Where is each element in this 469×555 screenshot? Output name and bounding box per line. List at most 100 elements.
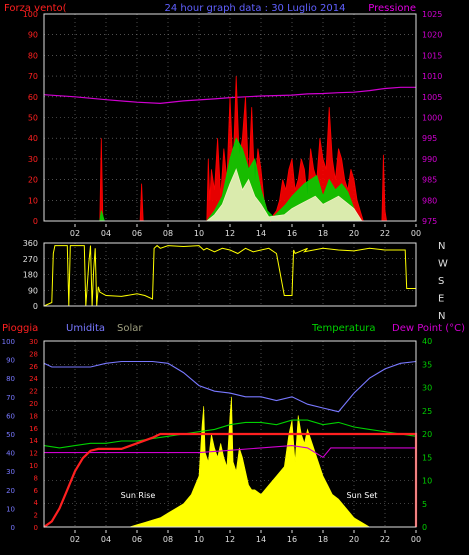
humidity-tick-label: 10	[29, 462, 38, 470]
pressure-tick-label: 1025	[422, 10, 442, 19]
wind-tick-label: 30	[28, 155, 38, 164]
x-tick-label: 04	[101, 229, 111, 238]
humidity-tick-label: 4	[34, 499, 39, 507]
rain-humidity-panel: Pioggia Umidita Solar Temperatura Dew Po…	[2, 323, 465, 544]
rain-tick-label: 40	[6, 450, 15, 458]
compass-label: E	[438, 294, 444, 305]
pressure-tick-label: 1020	[422, 31, 442, 40]
pressure-tick-label: 1005	[422, 93, 442, 102]
temperature-y-axis: 0 5 10 15 20 25 30 35 40	[422, 337, 432, 532]
temperature-tick-label: 30	[422, 384, 432, 393]
rain-tick-label: 20	[6, 487, 15, 495]
series-solar	[129, 396, 371, 528]
humidity-tick-label: 24	[29, 375, 38, 383]
series-rain	[43, 432, 418, 528]
series-wind-gust	[44, 76, 416, 223]
wind-tick-label: 40	[28, 134, 38, 143]
pressure-tick-label: 1000	[422, 114, 442, 123]
rain-humidity-frame	[43, 340, 417, 528]
rain-tick-label: 0	[11, 524, 15, 532]
wind-pressure-x-axis: 02 04 06 08 10 12 14 16 18 20 22 00	[70, 224, 421, 238]
rain-tick-label: 10	[6, 505, 15, 513]
humidity-tick-label: 26	[29, 363, 38, 371]
pressure-axis-label: Pressione	[368, 3, 416, 14]
x-tick-label: 04	[101, 535, 111, 544]
wind-tick-label: 0	[33, 217, 38, 226]
pressure-tick-label: 985	[422, 176, 437, 185]
direction-series	[43, 244, 416, 307]
temperature-tick-label: 15	[422, 453, 432, 462]
pressure-tick-label: 980	[422, 196, 437, 205]
x-tick-label: 20	[349, 535, 359, 544]
humidity-tick-label: 14	[29, 437, 38, 445]
compass-label: N	[438, 241, 445, 252]
compass-label: S	[438, 276, 444, 287]
x-tick-label: 22	[380, 535, 390, 544]
x-tick-label: 08	[163, 229, 173, 238]
direction-tick-label: 360	[23, 239, 38, 248]
humidity-tick-label: 0	[34, 524, 38, 532]
series-dew-point	[44, 445, 416, 459]
rain-y-axis: 0 10 20 30 40 50 60 70 80 90 100	[2, 338, 15, 532]
compass-label: W	[438, 259, 448, 270]
x-tick-label: 22	[380, 229, 390, 238]
humidity-tick-label: 6	[34, 487, 39, 495]
wind-tick-label: 100	[23, 10, 38, 19]
humidity-tick-label: 8	[34, 474, 38, 482]
temperature-tick-label: 20	[422, 430, 432, 439]
chart-title: 24 hour graph data : 30 Luglio 2014	[165, 3, 346, 14]
temperature-axis-label: Temperatura	[311, 323, 376, 334]
x-tick-label: 02	[70, 535, 80, 544]
rain-tick-label: 80	[6, 375, 15, 383]
pressure-tick-label: 990	[422, 155, 437, 164]
wind-pressure-panel: Forza vento( 24 hour graph data : 30 Lug…	[4, 3, 442, 238]
x-tick-label: 16	[287, 229, 297, 238]
dew-point-axis-label: Dew Point (°C)	[392, 323, 465, 334]
x-tick-label: 00	[411, 535, 421, 544]
pressure-y-axis: 975 980 985 990 995 1000 1005 1010 1015 1020 1025	[422, 10, 442, 226]
rain-tick-label: 70	[6, 394, 15, 402]
temperature-tick-label: 35	[422, 360, 432, 369]
x-tick-label: 12	[225, 229, 235, 238]
wind-tick-label: 80	[28, 51, 38, 60]
x-tick-label: 10	[194, 229, 204, 238]
direction-tick-label: 270	[23, 255, 38, 264]
humidity-tick-label: 28	[29, 350, 38, 358]
rain-tick-label: 100	[2, 338, 15, 346]
x-tick-label: 02	[70, 229, 80, 238]
humidity-axis-label: Umidita	[66, 323, 105, 334]
x-tick-label: 12	[225, 535, 235, 544]
wind-tick-label: 10	[28, 196, 38, 205]
rain-humidity-x-axis: 02 04 06 08 10 12 14 16 18 20 22 00	[70, 530, 421, 544]
rain-axis-label: Pioggia	[2, 323, 38, 334]
direction-tick-label: 180	[23, 271, 38, 280]
compass-label: N	[438, 311, 445, 322]
temperature-tick-label: 25	[422, 407, 432, 416]
wind-direction-frame	[43, 242, 417, 307]
temperature-tick-label: 5	[422, 500, 427, 509]
x-tick-label: 08	[163, 535, 173, 544]
temperature-tick-label: 40	[422, 337, 432, 346]
wind-tick-label: 50	[28, 114, 38, 123]
pressure-tick-label: 1010	[422, 72, 442, 81]
series-pressure	[43, 86, 416, 105]
pressure-tick-label: 1015	[422, 51, 442, 60]
wind-y-axis: 0 10 20 30 40 50 60 70 80 90 100	[23, 10, 38, 226]
x-tick-label: 20	[349, 229, 359, 238]
x-tick-label: 06	[132, 535, 142, 544]
x-tick-label: 16	[287, 535, 297, 544]
pressure-tick-label: 975	[422, 217, 437, 226]
temperature-tick-label: 0	[422, 523, 427, 532]
pressure-tick-label: 995	[422, 134, 437, 143]
x-tick-label: 14	[256, 229, 266, 238]
x-tick-label: 14	[256, 535, 266, 544]
wind-tick-label: 20	[28, 176, 38, 185]
temperature-tick-label: 10	[422, 477, 432, 486]
humidity-tick-label: 20	[29, 400, 38, 408]
humidity-tick-label: 2	[34, 512, 38, 520]
wind-axis-label: Forza vento(	[4, 3, 67, 14]
